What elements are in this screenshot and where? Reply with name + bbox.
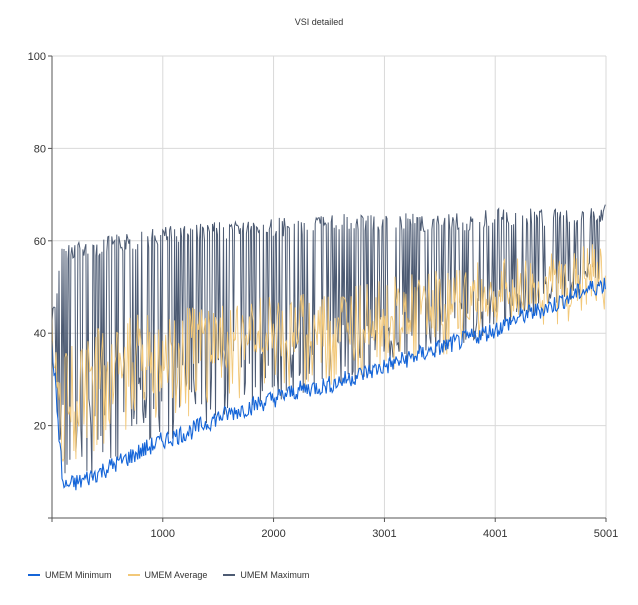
series-layer bbox=[51, 204, 606, 491]
legend-swatch-minimum bbox=[28, 574, 40, 576]
legend-label-minimum: UMEM Minimum bbox=[45, 570, 112, 580]
y-tick-label-1: 40 bbox=[34, 328, 46, 340]
y-tick-label-2: 60 bbox=[34, 236, 46, 248]
legend-item-minimum: UMEM Minimum bbox=[28, 570, 112, 580]
y-tick-label-4: 100 bbox=[28, 51, 46, 63]
x-tick-label-4: 5001 bbox=[594, 528, 618, 540]
legend-item-average: UMEM Average bbox=[127, 570, 208, 580]
series-line-minimum bbox=[51, 277, 606, 491]
x-tick-label-0: 1000 bbox=[151, 528, 175, 540]
legend-swatch-average bbox=[127, 574, 140, 576]
legend: UMEM Minimum UMEM Average UMEM Maximum bbox=[28, 570, 309, 580]
y-tick-label-3: 80 bbox=[34, 143, 46, 155]
axes: 20 40 60 80 100 1000 2000 3001 4001 5001 bbox=[28, 51, 619, 540]
legend-swatch-maximum bbox=[223, 574, 236, 576]
legend-item-maximum: UMEM Maximum bbox=[223, 570, 309, 580]
y-tick-label-0: 20 bbox=[34, 421, 46, 433]
x-tick-label-2: 3001 bbox=[372, 528, 396, 540]
series-line-average bbox=[51, 244, 606, 463]
legend-label-maximum: UMEM Maximum bbox=[240, 570, 310, 580]
x-tick-label-1: 2000 bbox=[261, 528, 285, 540]
x-tick-label-3: 4001 bbox=[483, 528, 507, 540]
legend-label-average: UMEM Average bbox=[144, 570, 208, 580]
chart-title: VSI detailed bbox=[295, 17, 344, 27]
